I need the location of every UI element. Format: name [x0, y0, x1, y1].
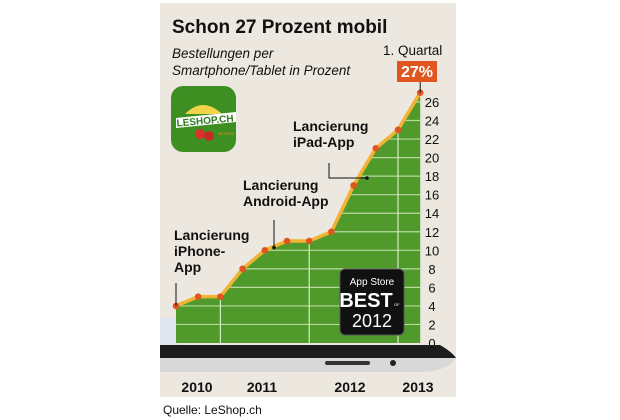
annotation-text: App	[174, 259, 201, 275]
highlight-value: 27%	[401, 64, 433, 81]
tablet-bezel	[160, 345, 456, 358]
tablet-port	[325, 361, 370, 365]
y-tick-label: 0	[428, 336, 435, 351]
series-line	[175, 91, 422, 308]
data-point	[394, 126, 402, 134]
y-tick-label: 6	[428, 280, 435, 295]
annotation-text: Lancierung	[174, 227, 249, 243]
tablet-button	[390, 360, 396, 366]
logo-sun	[185, 105, 222, 114]
badge-year: 2012	[352, 311, 392, 331]
subtitle-line-1: Bestellungen per	[172, 46, 274, 61]
logo-subtext: MIGROS	[218, 131, 235, 136]
chart-subtitle: Bestellungen per Smartphone/Tablet in Pr…	[172, 45, 350, 79]
badge-of: OF	[394, 302, 400, 307]
quarter-label: 1. Quartal	[383, 43, 443, 58]
highlight-box	[397, 61, 437, 82]
annotation-leader-ipad	[328, 163, 367, 179]
data-point	[261, 247, 269, 254]
logo-tomato	[204, 131, 214, 141]
data-point	[239, 265, 246, 273]
tablet-body	[160, 358, 456, 372]
y-tick-label: 4	[428, 299, 435, 314]
logo-tomato	[195, 129, 205, 139]
x-year-label: 2011	[247, 379, 278, 395]
annotation-text: Android-App	[243, 193, 329, 209]
y-tick-label: 26	[425, 95, 439, 110]
data-point	[172, 302, 180, 310]
y-tick-label: 12	[425, 225, 439, 240]
y-tick-label: 24	[425, 114, 439, 129]
y-tick-label: 20	[425, 151, 439, 166]
data-point	[217, 293, 224, 300]
annotation-marker-ipad	[365, 176, 369, 180]
source-note: Quelle: LeShop.ch	[163, 403, 262, 417]
chart-title: Schon 27 Prozent mobil	[172, 17, 388, 38]
area-mask	[176, 83, 421, 306]
annotation-text: Lancierung	[243, 177, 318, 193]
data-point	[328, 228, 335, 236]
annotation-text: iPad-App	[293, 134, 354, 150]
data-point	[372, 145, 380, 152]
appstore-badge	[339, 268, 405, 336]
logo-banner	[176, 112, 236, 128]
y-tick-label: 16	[425, 188, 439, 203]
tablet-screen-edge	[160, 318, 178, 348]
x-year-label: 2013	[402, 379, 433, 395]
y-tick-label: 18	[425, 169, 439, 184]
data-point	[283, 237, 291, 245]
badge-line2: BEST	[339, 290, 392, 312]
annotation-text: Lancierung	[293, 118, 368, 134]
annotation-text: iPhone-	[174, 243, 226, 259]
y-tick-label: 14	[425, 206, 439, 221]
data-point	[194, 293, 202, 300]
subtitle-line-2: Smartphone/Tablet in Prozent	[172, 63, 351, 78]
y-tick-label: 2	[428, 317, 435, 332]
x-year-label: 2010	[181, 379, 212, 395]
logo-text: LESHOP.CH	[176, 114, 234, 130]
y-tick-label: 22	[425, 132, 439, 147]
data-point	[305, 237, 313, 245]
x-year-label: 2012	[334, 379, 365, 395]
data-point	[350, 182, 357, 189]
y-tick-label: 10	[425, 243, 439, 258]
badge-line1: App Store	[350, 277, 395, 288]
annotation-marker-android	[272, 245, 276, 250]
y-tick-label: 8	[428, 262, 435, 277]
